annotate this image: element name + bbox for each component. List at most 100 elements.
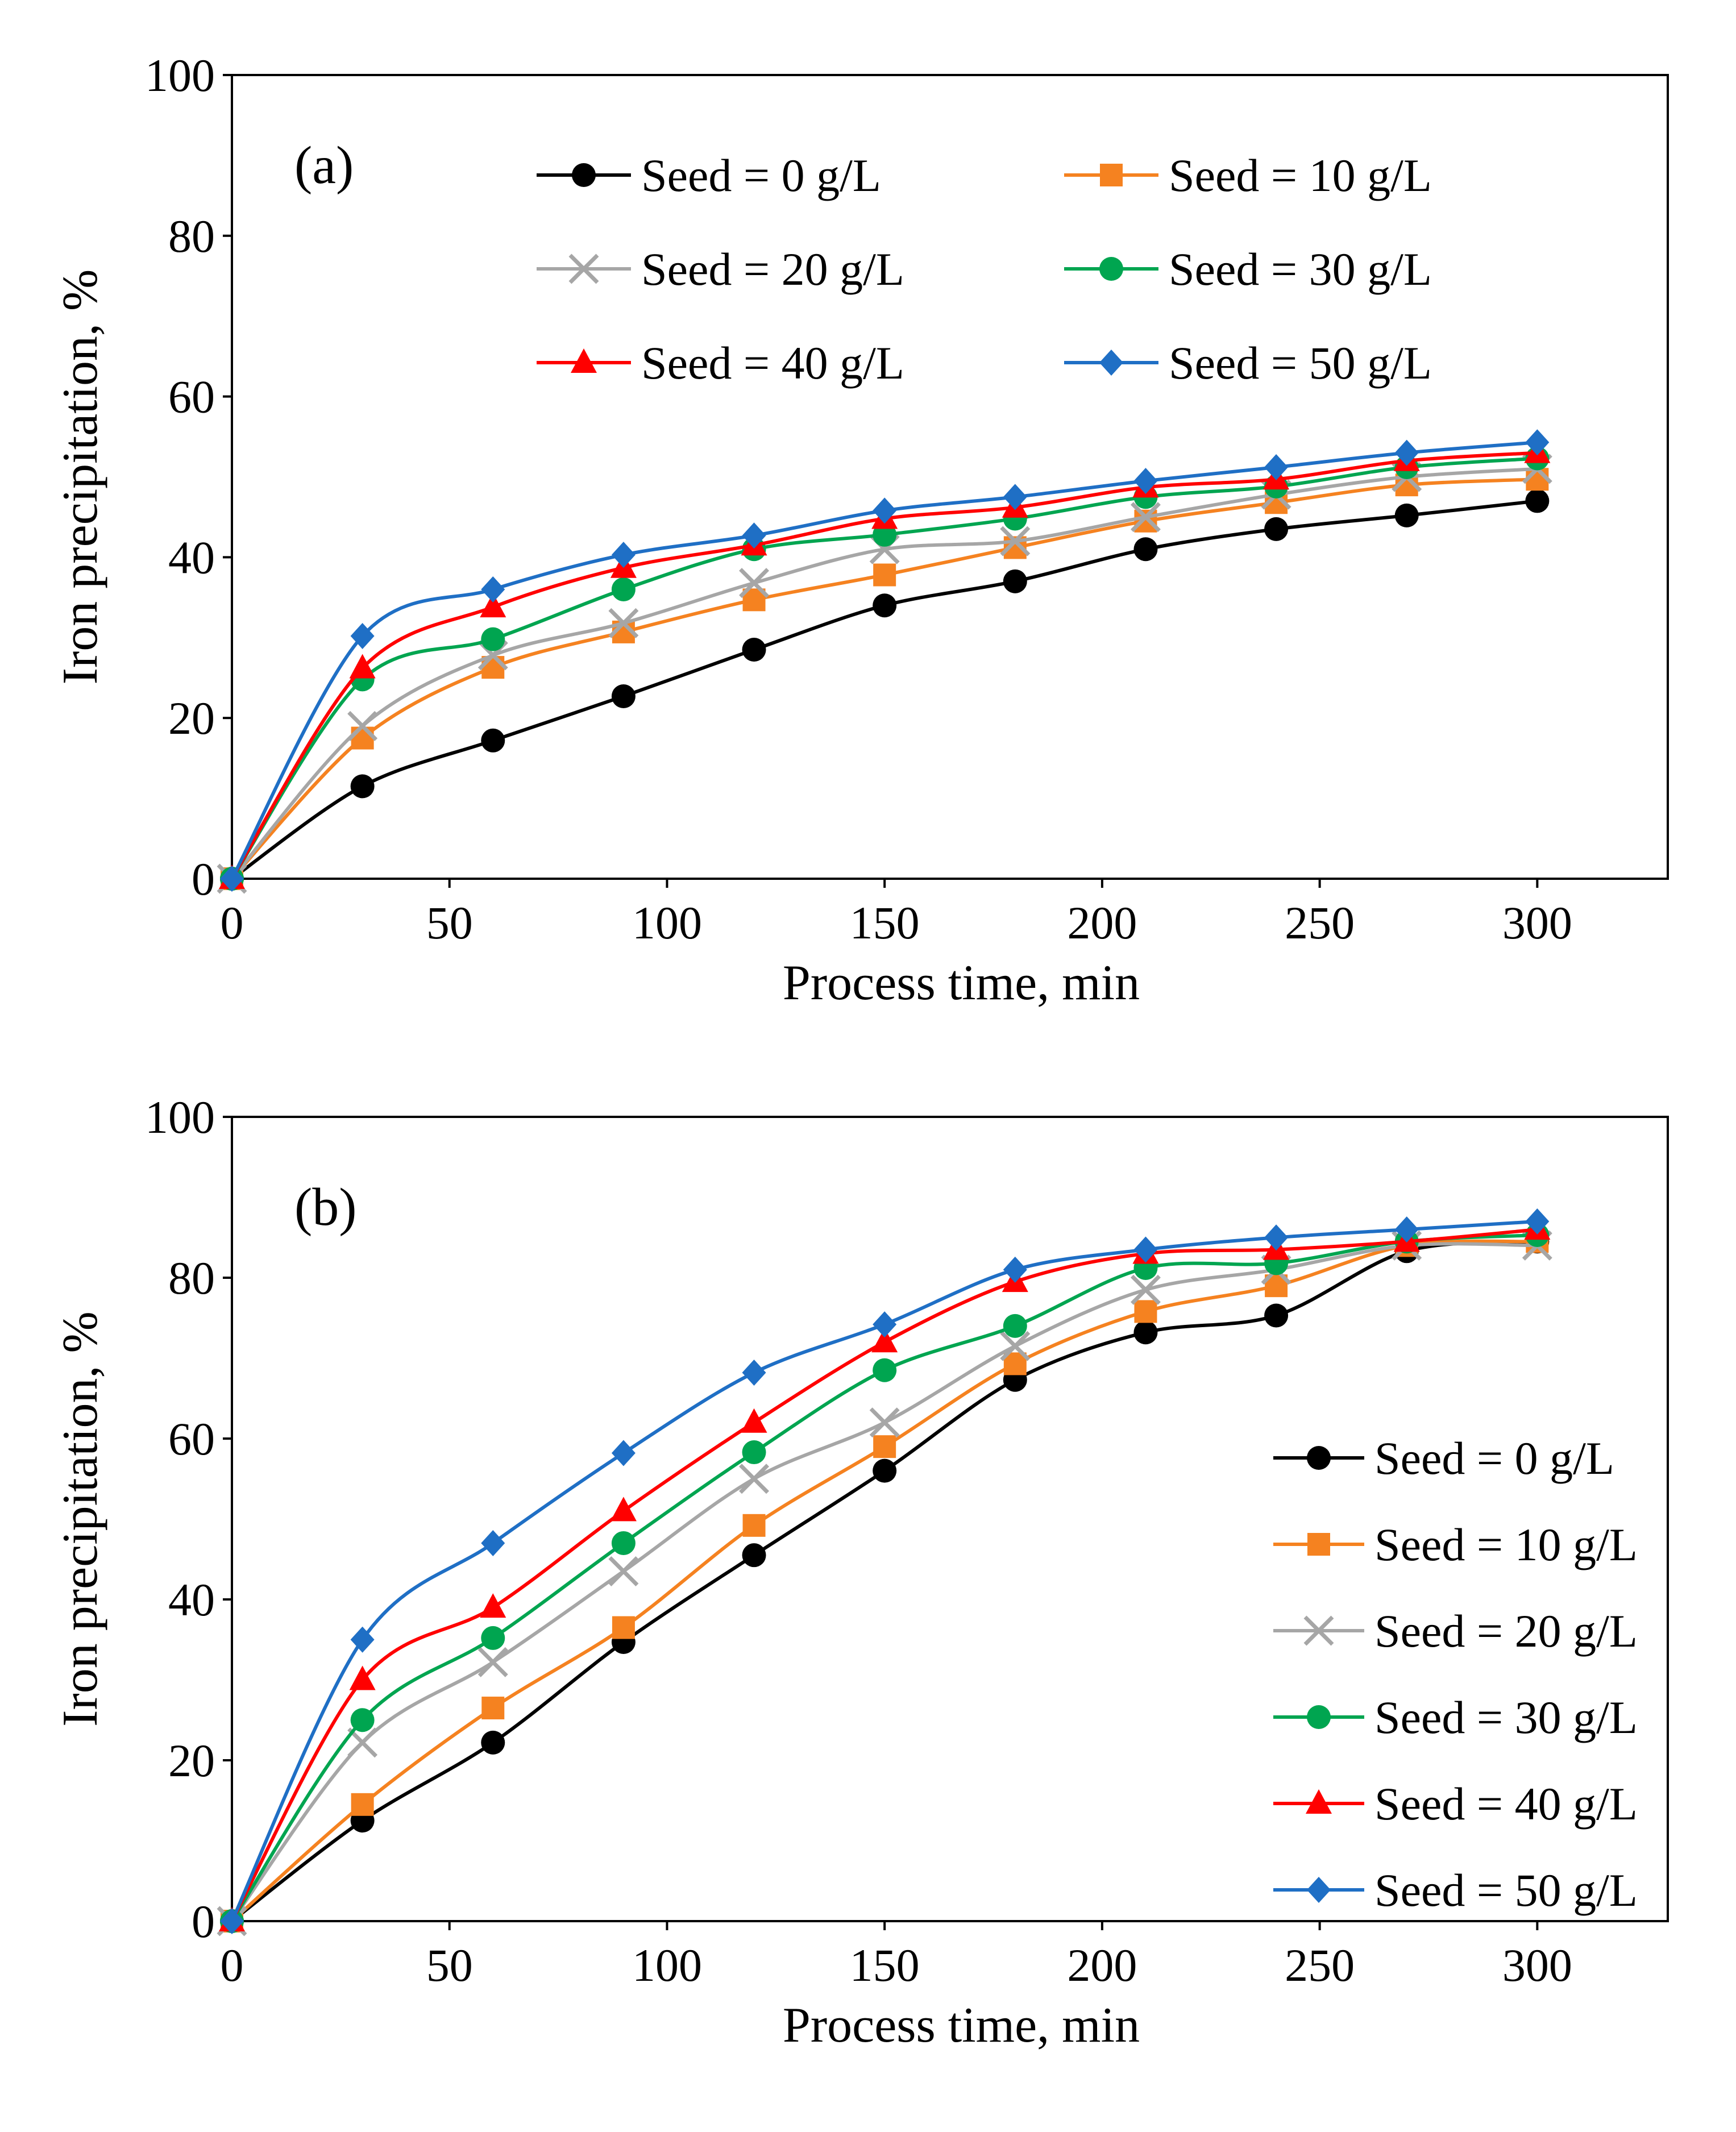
data-point [1000,526,1031,556]
data-point [1130,502,1161,533]
plot-frame [231,74,1669,880]
data-point [1000,1331,1031,1361]
data-point [1525,429,1550,456]
data-point [611,684,636,709]
data-point [480,1593,506,1618]
chart-panel-b: 0 20 40 60 80 100 0 50 100 150 200 250 300 Process ti… [53,1091,1669,2053]
x-tick-label: 50 [426,1939,473,1991]
legend-label: Seed = 40 g/L [1374,1778,1638,1830]
series-line [230,451,1538,880]
legend-entry: Seed = 20 g/L [1273,1605,1638,1657]
y-tick-label: 0 [192,1896,215,1947]
legend-label: Seed = 20 g/L [641,243,904,295]
legend: Seed = 0 g/L Seed = 10 g/L Seed = 20 g/L Se… [537,149,1432,389]
data-point [742,522,766,549]
y-tick-label: 80 [168,1252,215,1304]
data-point [611,1440,636,1466]
data-point [739,1464,770,1494]
data-point [742,1440,766,1465]
data-point [741,1408,767,1433]
series-seed-5 [220,1208,1550,1934]
data-point [350,1626,375,1653]
data-point [742,1359,766,1386]
data-point [220,866,244,892]
data-point [873,1435,896,1458]
x-tick-label: 150 [850,897,920,949]
legend-label: Seed = 30 g/L [1169,243,1432,295]
data-point [347,710,378,741]
data-point [1264,1303,1289,1328]
panel-label: (a) [294,136,354,195]
legend-marker [1303,1615,1334,1646]
series-line [230,440,1538,880]
data-point [873,1458,897,1483]
x-tick-label: 150 [850,1939,920,1991]
x-tick-label: 100 [632,1939,702,1991]
series-line [230,1242,1538,1922]
legend-entry: Seed = 20 g/L [537,243,904,295]
legend-label: Seed = 0 g/L [1374,1432,1614,1484]
legend-entry: Seed = 40 g/L [537,337,904,389]
data-point [742,638,766,662]
data-point [351,726,374,750]
x-tick-label: 50 [426,897,473,949]
x-axis-title: Process time, min [783,1998,1140,2053]
y-tick-label: 20 [168,1735,215,1786]
data-point [871,1328,898,1353]
chart-panel-a: 0 20 40 60 80 100 0 50 100 150 200 250 300 Process ti… [53,49,1669,1011]
legend-entry: Seed = 30 g/L [1273,1692,1638,1743]
data-point [1133,468,1158,494]
legend-marker [572,163,596,187]
x-tick-label: 200 [1067,1939,1137,1991]
legend-marker [1307,1446,1331,1470]
data-point [347,1727,378,1758]
data-point [1003,484,1027,510]
legend-marker [1307,1705,1331,1729]
data-point [1003,1256,1027,1283]
data-point [481,1530,505,1556]
data-point [1394,439,1419,466]
data-point [350,622,375,649]
data-point [350,774,375,799]
legend-marker [571,348,597,373]
x-axis-title: Process time, min [783,955,1140,1011]
plot-frame [231,1116,1669,1922]
series-line [230,1233,1538,1922]
series-line [230,467,1538,880]
data-point [873,563,896,587]
series-seed-5 [220,429,1550,892]
x-tick-label: 100 [632,897,702,949]
legend-label: Seed = 50 g/L [1169,337,1432,389]
data-point [481,1626,505,1650]
legend-label: Seed = 30 g/L [1374,1692,1638,1743]
data-point [608,1556,639,1586]
y-tick-label: 40 [168,531,215,583]
data-point [481,1697,505,1720]
data-point [873,593,897,618]
legend-entry: Seed = 0 g/L [537,149,881,201]
legend-marker [1100,164,1123,186]
data-point [1264,517,1289,541]
legend-label: Seed = 50 g/L [1374,1864,1638,1916]
data-point [1264,1224,1289,1251]
series-line [231,1239,1538,1923]
data-point [1130,1274,1161,1305]
series-line [230,456,1538,880]
y-tick-label: 0 [192,853,215,905]
legend-entry: Seed = 40 g/L [1273,1778,1638,1830]
data-point [351,1793,374,1816]
data-point [1003,569,1027,593]
panel-label: (b) [294,1178,357,1237]
legend-marker [1307,1877,1331,1903]
data-point [1133,1320,1158,1345]
y-tick-label: 60 [168,1413,215,1465]
data-point [1133,537,1158,562]
legend-marker [568,253,599,284]
data-point [1394,1216,1419,1243]
data-point [1134,1300,1157,1323]
data-point [349,1665,376,1690]
series-line [231,1240,1538,1923]
legend-marker [1306,1789,1332,1814]
y-axis-title: Iron precipitation, % [53,269,108,685]
data-point [220,1908,244,1934]
